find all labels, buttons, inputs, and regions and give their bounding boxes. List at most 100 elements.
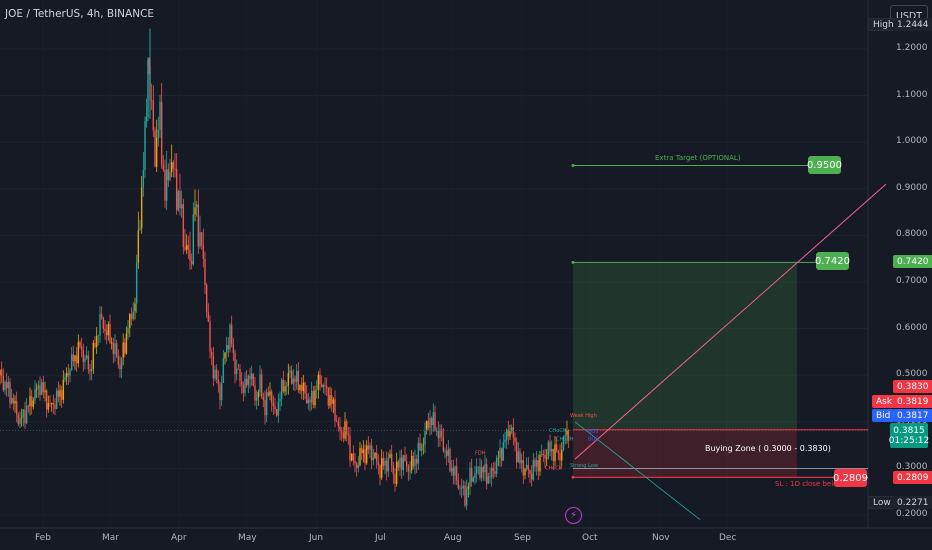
candle-body: [260, 374, 263, 397]
price-tick: 0.5000: [896, 369, 928, 380]
candle-body: [489, 476, 491, 478]
candle-body: [370, 445, 373, 461]
candle-body: [225, 344, 228, 353]
candle-body: [4, 382, 6, 391]
candle-body: [275, 408, 278, 416]
candle-body: [332, 399, 335, 404]
stop-price-tag: 0.2809: [893, 471, 932, 484]
candle-body: [369, 445, 371, 450]
candle-body: [287, 372, 290, 386]
structure-label: CHoCH: [556, 436, 574, 442]
candle-body: [270, 391, 273, 403]
candle-body: [67, 373, 70, 376]
candle-body: [82, 349, 85, 363]
candle-body: [224, 352, 226, 359]
candle-body: [62, 379, 65, 400]
candle-body: [77, 341, 80, 364]
price-tick: 0.9000: [896, 182, 928, 193]
candle-body: [167, 169, 170, 181]
candle-body: [335, 420, 338, 422]
candle-body: [422, 444, 425, 446]
candle-body: [194, 207, 196, 215]
candle-body: [177, 191, 180, 211]
price-tick: 1.0000: [896, 136, 928, 147]
candle-body: [390, 454, 393, 466]
candle-body: [339, 426, 341, 432]
candle-body: [117, 355, 120, 365]
candle-body: [169, 172, 171, 181]
candle-body: [160, 101, 163, 165]
candle-body: [540, 453, 543, 456]
time-tick: Jun: [309, 533, 324, 543]
candle-body: [125, 333, 128, 354]
price-tick: 0.3000: [896, 462, 928, 473]
candle-body: [557, 451, 560, 454]
candle-body: [20, 417, 23, 419]
candle-body: [119, 364, 121, 369]
lightning-icon[interactable]: ⚡: [565, 507, 582, 524]
candle-body: [494, 470, 496, 474]
candle-body: [207, 312, 210, 322]
candle-body: [294, 378, 296, 382]
candle-body: [162, 164, 165, 170]
candle-body: [395, 461, 398, 484]
candle-body: [474, 473, 476, 478]
target-badge[interactable]: 0.7420: [815, 252, 850, 270]
candle-body: [230, 324, 233, 345]
candle-body: [504, 439, 506, 443]
candle-body: [527, 464, 530, 470]
structure-label: Weak High: [570, 413, 597, 419]
candle-body: [447, 448, 450, 456]
candle-body: [40, 382, 43, 395]
candle-body: [47, 403, 50, 410]
candle-body: [357, 465, 360, 468]
candle-body: [27, 405, 30, 407]
candle-body: [159, 101, 161, 130]
candle-body: [425, 420, 428, 431]
candle-body: [419, 442, 421, 451]
candle-body: [452, 467, 455, 476]
target-price-tag: 0.7420: [893, 255, 932, 268]
candle-body: [242, 384, 245, 393]
candle-body: [199, 232, 201, 247]
candle-body: [97, 335, 100, 337]
stop-badge[interactable]: 0.2809: [833, 469, 868, 487]
candle-body: [114, 343, 116, 355]
candle-body: [434, 412, 436, 431]
candle-body: [122, 342, 124, 358]
candle-body: [157, 129, 160, 138]
candle-body: [365, 445, 368, 464]
trend-line-down: [574, 421, 701, 520]
candle-body: [165, 169, 168, 201]
candle-body: [192, 214, 195, 265]
candle-body: [389, 454, 391, 458]
time-tick: Sep: [514, 533, 531, 543]
candle-body: [64, 377, 66, 380]
candle-body: [277, 401, 280, 416]
candle-body: [460, 487, 463, 489]
current-price-tag: 0.3815 01:25:12: [889, 423, 929, 448]
candle-body: [79, 341, 81, 347]
extra-target-badge[interactable]: 0.9500: [807, 156, 842, 174]
candle-body: [279, 398, 281, 402]
candle-body: [475, 467, 478, 474]
candle-body: [532, 460, 535, 480]
candle-body: [420, 445, 423, 451]
candle-body: [309, 399, 311, 403]
candle-body: [100, 314, 103, 318]
time-tick: Dec: [719, 533, 737, 543]
time-tick: Apr: [171, 533, 187, 543]
candle-body: [90, 369, 93, 372]
candle-body: [380, 458, 383, 478]
candle-body: [29, 396, 31, 407]
candle-body: [415, 459, 418, 464]
candle-body: [490, 467, 493, 478]
candle-body: [442, 437, 445, 451]
candle-body: [517, 451, 520, 463]
bid-value: 0.3817: [893, 409, 932, 422]
candle-body: [22, 409, 25, 418]
candle-body: [412, 455, 415, 467]
candle-body: [545, 458, 548, 459]
candle-body: [547, 442, 550, 459]
